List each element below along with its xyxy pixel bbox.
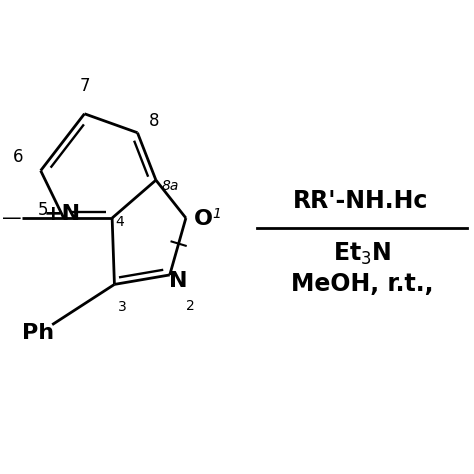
Text: 4: 4 (115, 215, 124, 229)
Text: —: — (2, 209, 21, 228)
Text: 6: 6 (13, 148, 23, 166)
Text: 5: 5 (38, 201, 48, 219)
Text: 8: 8 (149, 112, 160, 130)
Text: N: N (169, 271, 187, 291)
Text: Ph: Ph (22, 323, 55, 343)
Text: 2: 2 (186, 299, 195, 313)
Text: 3: 3 (118, 300, 127, 314)
Text: 1: 1 (212, 207, 221, 221)
Text: +N: +N (44, 204, 81, 224)
Text: O: O (194, 209, 213, 229)
Text: 8a: 8a (162, 179, 179, 193)
Text: Et$_3$N: Et$_3$N (333, 240, 391, 267)
Text: RR'-NH.Hc: RR'-NH.Hc (293, 190, 429, 213)
Text: MeOH, r.t.,: MeOH, r.t., (291, 273, 433, 296)
Text: 7: 7 (79, 77, 90, 95)
